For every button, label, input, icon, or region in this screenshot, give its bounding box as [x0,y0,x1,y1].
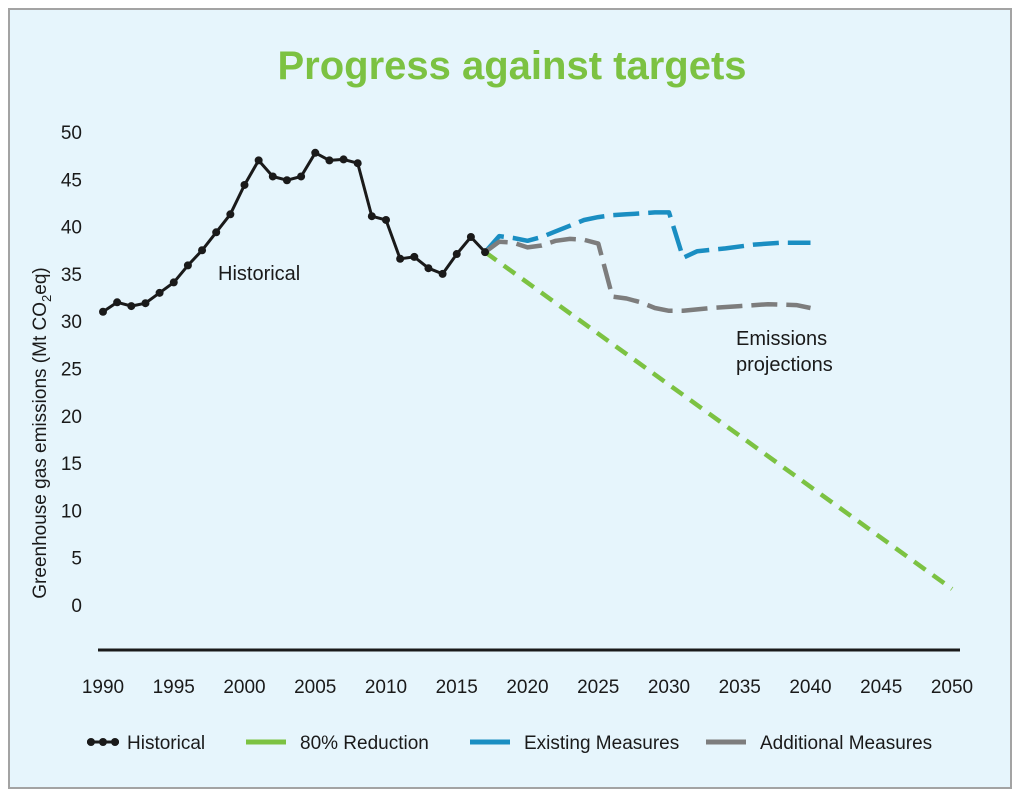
y-tick-label: 40 [61,218,82,239]
legend-item-historical: Historical [87,733,205,754]
data-point-historical [212,228,221,237]
legend-label: Existing Measures [524,733,679,754]
data-point-historical [396,254,405,263]
data-point-historical [382,215,390,224]
x-axis-ticks: 1990 1995 2000 2005 2010 2015 2020 2025 2030 2035… [82,677,973,698]
x-tick-label: 2045 [860,677,902,698]
data-point-historical [452,250,461,259]
y-axis-ticks: 0 5 10 15 20 25 30 35 40 45 50 [61,123,82,617]
data-point-historical [169,278,178,287]
data-point-historical [438,269,447,278]
y-tick-label: 45 [61,170,82,191]
data-point-historical [99,307,107,316]
legend-label: 80% Reduction [300,733,429,754]
data-point-historical [183,261,192,270]
legend-label: Additional Measures [760,733,932,754]
data-point-historical [198,246,207,255]
y-tick-label: 35 [61,265,82,286]
data-point-historical [466,233,475,242]
data-point-historical [325,156,334,165]
series-layer [99,148,954,591]
y-tick-label: 50 [61,123,82,144]
legend-item-additional-measures: Additional Measures [706,733,932,754]
data-point-historical [282,176,291,185]
series-line-historical [102,151,487,313]
x-tick-label: 2035 [719,677,761,698]
x-tick-label: 2005 [294,677,336,698]
y-tick-label: 10 [61,501,82,522]
data-point-historical [339,155,348,164]
x-tick-label: 2000 [223,677,265,698]
x-tick-label: 2010 [365,677,407,698]
data-point-historical [297,172,306,181]
chart-title: Progress against targets [277,44,746,88]
data-point-historical [113,298,122,307]
x-tick-label: 1990 [82,677,124,698]
x-tick-label: 2020 [506,677,548,698]
data-point-historical [254,156,263,165]
y-axis-label: Greenhouse gas emissions (Mt CO2eq) [30,267,54,598]
series-line-existing-measures [483,210,811,261]
y-tick-label: 15 [61,454,82,475]
annotation-projections: Emissions projections [736,328,833,376]
legend-marker [111,738,119,746]
x-tick-label: 2030 [648,677,690,698]
x-tick-label: 1995 [153,677,195,698]
data-point-historical [410,252,419,261]
y-tick-label: 0 [71,596,82,617]
legend-item-80-reduction: 80% Reduction [246,733,429,754]
data-point-historical [240,180,249,189]
x-tick-label: 2040 [789,677,831,698]
annotations: Historical Emissions projections [218,263,833,376]
data-point-historical [424,264,433,273]
data-point-historical [481,248,490,257]
legend-marker [99,738,107,746]
legend-item-existing-measures: Existing Measures [470,733,679,754]
legend-marker [87,738,95,746]
data-point-historical [268,172,277,181]
chart-panel: Progress against targets Greenhouse gas … [8,8,1012,789]
y-tick-label: 20 [61,407,82,428]
y-axis-label-suffix: eq) [30,267,51,294]
y-tick-label: 5 [71,549,82,570]
x-tick-label: 2025 [577,677,619,698]
legend-label: Historical [127,733,205,754]
data-point-historical [226,210,235,219]
annotation-historical: Historical [218,263,300,285]
y-axis-label-subscript: 2 [39,295,54,302]
x-tick-label: 2015 [436,677,478,698]
y-axis-label-prefix: Greenhouse gas emissions (Mt CO [30,302,51,599]
y-tick-label: 30 [61,312,82,333]
data-point-historical [367,212,376,221]
data-point-historical [155,288,164,297]
data-point-historical [311,148,320,157]
emissions-chart: Progress against targets Greenhouse gas … [30,44,973,754]
legend: Historical 80% Reduction Existing Measures… [87,733,932,754]
data-point-historical [141,299,150,308]
data-point-historical [127,302,136,311]
data-point-historical [353,159,362,168]
series-line-80-reduction [483,250,954,591]
y-tick-label: 25 [61,360,82,381]
series-line-additional-measures [483,236,811,314]
x-tick-label: 2050 [931,677,973,698]
